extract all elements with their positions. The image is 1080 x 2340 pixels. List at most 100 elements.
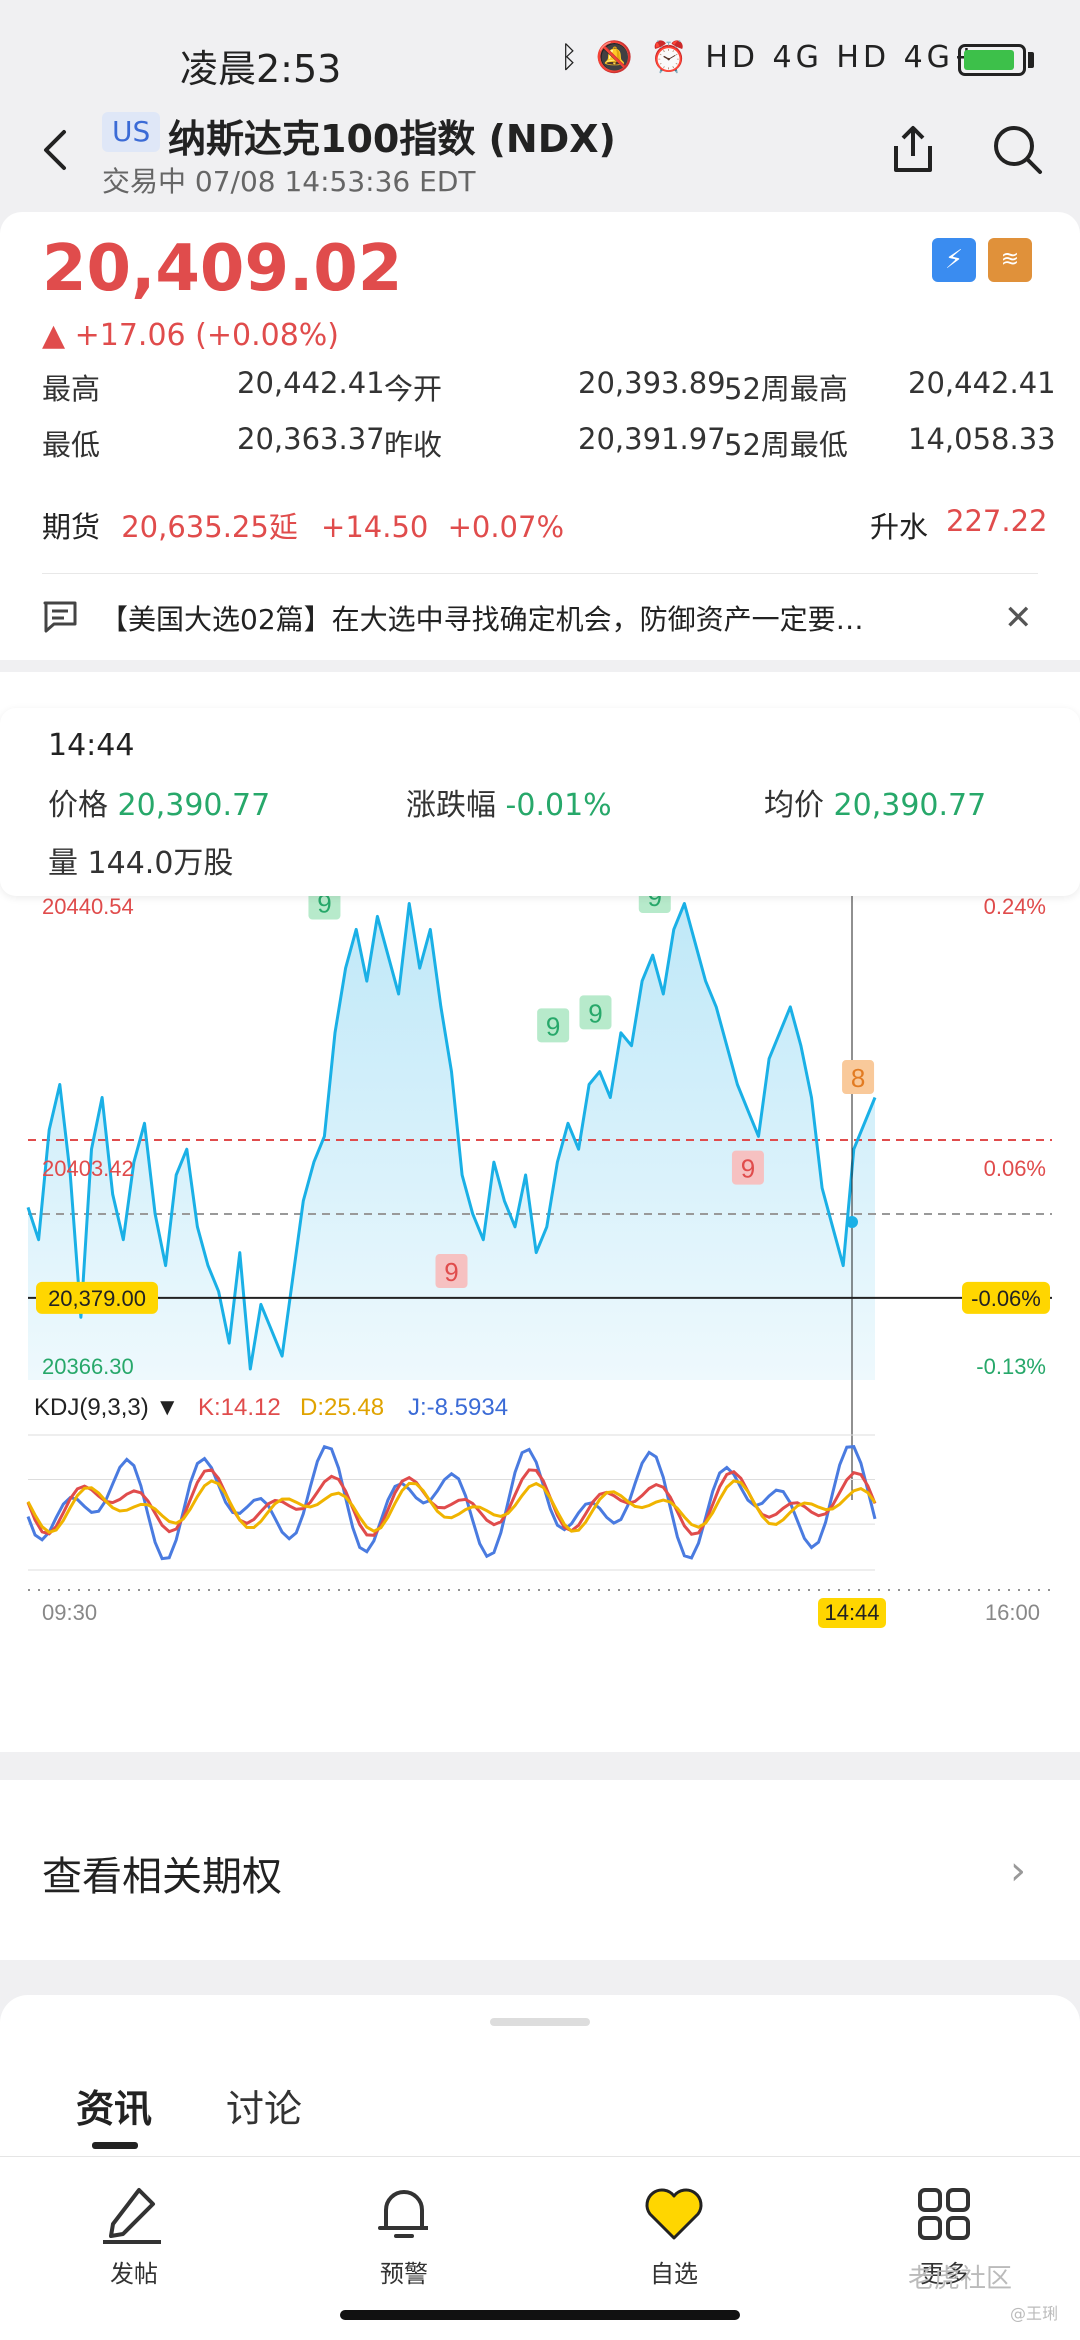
nav-label: 自选 [650,2260,698,2288]
stat-value: 20,393.89 [578,366,726,400]
last-price: 20,409.02 [42,232,403,306]
divider [0,2156,1080,2157]
bottom-sheet [0,1995,1080,2340]
nav-post[interactable]: 发帖 [34,2182,234,2289]
message-icon [43,601,77,633]
drag-handle[interactable] [490,2018,590,2026]
futures-change: +14.50 [321,510,429,544]
status-bar [0,0,1080,120]
price-change: ▲ +17.06 (+0.08%) [42,318,340,353]
stats-row: 最低 20,363.37 昨收 20,391.97 52周最低 14,058.3… [42,422,1056,478]
signal-label: 8 [851,1063,865,1093]
tooltip-avg: 均价 20,390.77 [764,780,986,824]
futures-value: 20,635.25延 [121,510,298,544]
tooltip-pct-value: -0.01% [505,788,612,823]
tooltip-avg-value: 20,390.77 [833,788,987,823]
signal-marker [435,1254,468,1289]
kdj-j-line [26,1444,877,1561]
tab-news[interactable]: 资讯 [76,2087,153,2131]
cursor-pct-badge [962,1281,1050,1314]
watermark-user: @王琍 [1010,2304,1059,2323]
y-pct-mid: 0.06% [984,1156,1046,1181]
y-pct-top: 0.24% [984,894,1046,919]
status-time: 凌晨2:53 [180,47,342,91]
x-label-end: 16:00 [985,1600,1040,1625]
price-line [26,902,877,1371]
tooltip-time: 14:44 [48,728,135,763]
tooltip-price: 价格 20,390.77 [48,780,270,824]
stat-label: 最低 [42,428,101,462]
nav-more[interactable]: 更多 [844,2182,1044,2289]
signal-marker [842,1060,875,1095]
tooltip-price-value: 20,390.77 [117,788,271,823]
options-title[interactable]: 查看相关期权 [42,1854,282,1900]
heart-icon [645,2188,703,2240]
news-headline[interactable]: 【美国大选02篇】在大选中寻找确定机会，防御资产一定要… [100,603,864,636]
signal-marker [537,1008,570,1043]
intraday-chart[interactable]: 999 999820440.5420403.4220366.300.24%0.06… [0,880,1080,1730]
divider [42,573,1038,574]
stat-label: 最高 [42,372,101,406]
back-arrow-icon[interactable] [36,120,76,180]
search-icon[interactable] [990,122,1044,176]
bell-icon [378,2190,428,2238]
share-icon[interactable] [888,120,938,180]
stat-value: 20,391.97 [578,422,726,456]
nav-alert[interactable]: 预警 [304,2182,504,2289]
signal-label: 9 [741,1154,755,1184]
stat-value: 20,442.41 [237,366,385,400]
watermark: 老虎社区 [908,2264,1013,2294]
market-badge: US [102,112,161,152]
quote-card [0,212,1080,660]
stat-value: 20,363.37 [237,422,385,456]
crosshair-tooltip [0,708,1080,896]
y-label-bottom: 20366.30 [42,1354,134,1379]
stats-row: 最高 20,442.41 今开 20,393.89 52周最高 20,442.4… [42,366,1056,422]
stat-label: 今开 [384,372,443,406]
tooltip-avg-label: 均价 [764,788,824,823]
crosshair-dot [846,1216,858,1229]
x-cursor-badge [818,1598,886,1628]
x-label-cursor: 14:44 [824,1600,879,1625]
kdj-d-line [26,1479,877,1534]
layers-icon[interactable]: ≋ [988,238,1032,282]
y-label-top: 20440.54 [42,894,134,919]
y-label-mid: 20403.42 [42,1156,134,1181]
signal-label: 9 [546,1011,560,1041]
y-pct-bottom: -0.13% [976,1354,1046,1379]
stats-grid: 最高 20,442.41 今开 20,393.89 52周最高 20,442.4… [42,366,1056,478]
premium-value: 227.22 [946,504,1048,538]
options-card[interactable] [0,1780,1080,1960]
stat-label: 52周最高 [724,372,848,406]
kdj-k-line [26,1468,877,1537]
cursor-price-badge [36,1281,158,1314]
home-indicator[interactable] [340,2310,740,2320]
kdj-k: K:14.12 [198,1394,281,1421]
futures-label: 期货 [42,510,101,544]
close-icon[interactable]: ✕ [1004,598,1033,638]
chevron-right-icon[interactable]: › [1010,1848,1026,1894]
nav-label: 发帖 [110,2260,158,2288]
battery-icon [958,44,1026,76]
stat-label: 52周最低 [724,428,848,462]
signal-label: 9 [588,998,602,1028]
premium-label: 升水 [870,510,929,544]
grid-icon [918,2188,970,2240]
tab-discussion[interactable]: 讨论 [226,2087,303,2131]
lightning-icon[interactable]: ⚡ [932,238,976,282]
nav-watchlist[interactable]: 自选 [574,2182,774,2289]
tab-indicator [92,2142,138,2149]
cursor-pct-label: -0.06% [971,1286,1041,1311]
x-label-start: 09:30 [42,1600,97,1625]
tooltip-pct-label: 涨跌幅 [406,788,496,823]
nav-label: 预警 [380,2260,428,2288]
signal-marker [579,995,612,1030]
tooltip-volume: 量 144.0万股 [48,846,234,881]
status-icons: ᛒ 🔕 ⏰ HD 4G HD 4G+ [560,40,984,75]
pencil-icon [103,2188,161,2244]
page-title: 纳斯达克100指数 (NDX) [168,117,616,161]
kdj-d: D:25.48 [300,1394,384,1421]
nav-label: 更多 [920,2260,968,2288]
signal-label: 9 [444,1257,458,1287]
futures-row[interactable]: 期货 20,635.25延 +14.50 +0.07% 升水 227.22 [42,504,1047,546]
